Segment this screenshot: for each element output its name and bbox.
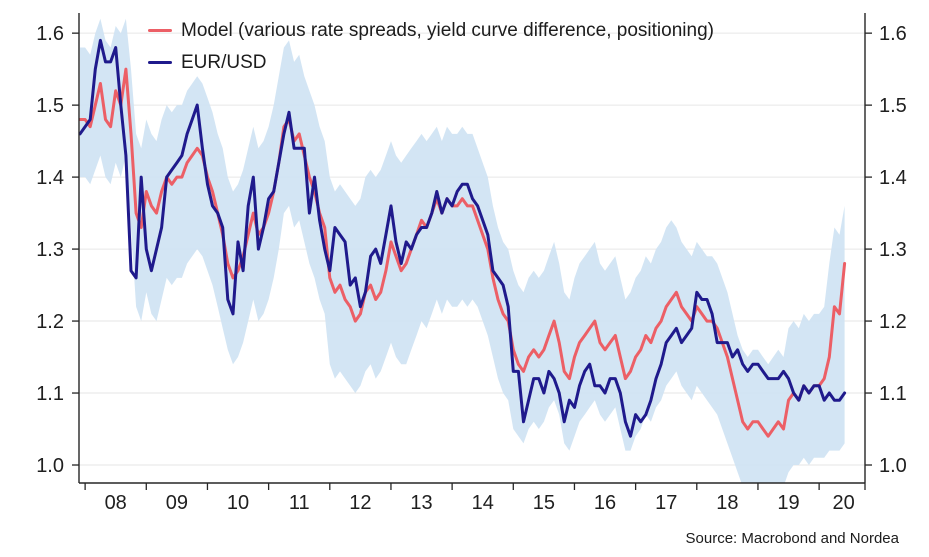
legend: Model (various rate spreads, yield curve… [148, 16, 714, 77]
y-axis-tick-label-left: 1.6 [36, 23, 64, 45]
y-axis-tick-label-right: 1.2 [879, 311, 907, 333]
x-axis-tick-label: 20 [832, 492, 854, 514]
x-axis-tick-label: 19 [777, 492, 799, 514]
y-axis-tick-label-left: 1.3 [36, 239, 64, 261]
x-axis-tick-label: 15 [533, 492, 555, 514]
legend-item-eurusd: EUR/USD [148, 48, 714, 77]
source-note: Source: Macrobond and Nordea [685, 530, 899, 547]
y-axis-tick-label-right: 1.5 [879, 95, 907, 117]
legend-label-eurusd: EUR/USD [181, 51, 267, 73]
y-axis-tick-label-right: 1.0 [879, 455, 907, 477]
legend-item-model: Model (various rate spreads, yield curve… [148, 16, 714, 45]
y-axis-tick-label-left: 1.1 [36, 383, 64, 405]
eurusd-line-swatch-icon [148, 60, 172, 65]
series-lines-group [79, 38, 847, 438]
y-axis-tick-label-right: 1.1 [879, 383, 907, 405]
y-axis-tick-label-left: 1.5 [36, 95, 64, 117]
x-axis-tick-label: 10 [227, 492, 249, 514]
legend-label-model: Model (various rate spreads, yield curve… [181, 19, 714, 41]
y-axis-tick-label-left: 1.4 [36, 167, 64, 189]
confidence-band-group [80, 18, 845, 483]
axis-labels-group: 1.0 1.0 1.1 1.1 1.2 1.2 1.3 1.3 1.4 1.4 1.5 1.5 1.6 1… [36, 23, 907, 514]
axes-group [72, 13, 872, 490]
eurusd-line [79, 38, 847, 438]
x-axis-tick-label: 13 [410, 492, 432, 514]
x-axis-tick-label: 18 [716, 492, 738, 514]
y-axis-tick-label-left: 1.2 [36, 311, 64, 333]
model-line-swatch-icon [148, 28, 172, 33]
y-axis-tick-label-right: 1.6 [879, 23, 907, 45]
x-axis-tick-label: 17 [655, 492, 677, 514]
x-axis-tick-label: 11 [289, 492, 310, 514]
x-axis-tick-label: 09 [166, 492, 188, 514]
x-axis-tick-label: 08 [105, 492, 127, 514]
y-axis-tick-label-right: 1.4 [879, 167, 907, 189]
y-axis-tick-label-left: 1.0 [36, 455, 64, 477]
confidence-band [80, 18, 845, 483]
x-axis-tick-label: 16 [594, 492, 616, 514]
x-axis-tick-label: 12 [349, 492, 371, 514]
y-axis-tick-label-right: 1.3 [879, 239, 907, 261]
x-axis-tick-label: 14 [472, 492, 494, 514]
